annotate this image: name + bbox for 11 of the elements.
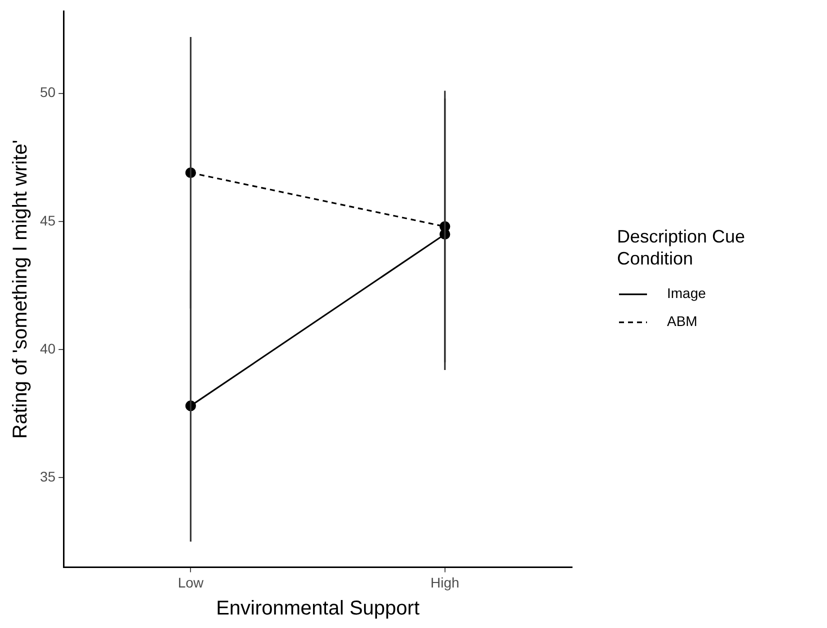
legend-title: Description Cue Condition bbox=[617, 226, 746, 268]
legend-label: ABM bbox=[667, 313, 698, 330]
x-tick-label: Low bbox=[178, 574, 204, 590]
x-tick-label: High bbox=[430, 574, 460, 590]
y-tick-label: 50 bbox=[40, 84, 56, 100]
y-tick-label: 45 bbox=[40, 212, 56, 228]
legend-label: Image bbox=[667, 285, 706, 302]
x-axis-title: Environmental Support bbox=[216, 598, 420, 620]
y-axis-title: Rating of 'something I might write' bbox=[10, 140, 32, 439]
y-tick-label: 35 bbox=[40, 468, 56, 484]
y-tick-label: 40 bbox=[40, 340, 56, 356]
